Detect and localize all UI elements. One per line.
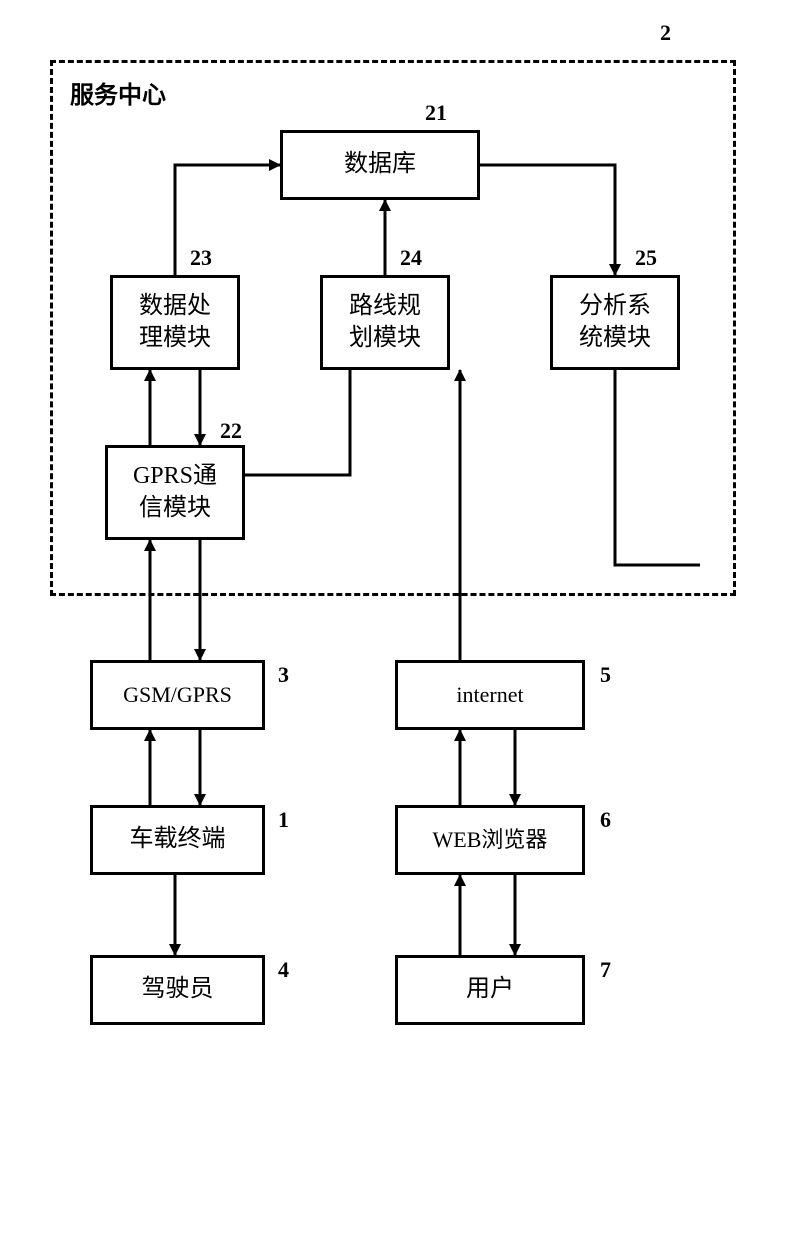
node-n3: GSM/GPRS [90,660,265,730]
ref-number-6: 6 [600,807,611,833]
diagram-container: 服务中心 数据库数据处理模块 路线规划模块 分析系统模块 GPRS通信模块 GSM/GP… [50,40,750,1180]
node-n5-text: internet [448,677,531,714]
node-n22-text: GPRS通信模块 [125,457,225,527]
ref-number-2: 2 [660,20,671,46]
ref-number-4: 4 [278,957,289,983]
service-center-title: 服务中心 [70,75,166,110]
node-n25: 分析系统模块 [550,275,680,370]
ref-number-25: 25 [635,245,657,271]
node-n23: 数据处理模块 [110,275,240,370]
ref-number-1: 1 [278,807,289,833]
node-n23-text: 数据处理模块 [131,287,219,357]
node-n21: 数据库 [280,130,480,200]
node-n7: 用户 [395,955,585,1025]
node-n4: 驾驶员 [90,955,265,1025]
node-n21-text: 数据库 [336,145,424,184]
node-n5: internet [395,660,585,730]
ref-number-23: 23 [190,245,212,271]
node-n25-text: 分析系统模块 [571,287,659,357]
ref-number-21: 21 [425,100,447,126]
node-n6-text: WEB浏览器 [425,822,556,859]
node-n24: 路线规划模块 [320,275,450,370]
node-n3-text: GSM/GPRS [115,677,240,714]
ref-number-5: 5 [600,662,611,688]
node-n4-text: 驾驶员 [134,970,222,1009]
node-n1-text: 车载终端 [122,820,234,859]
node-n22: GPRS通信模块 [105,445,245,540]
node-n1: 车载终端 [90,805,265,875]
node-n6: WEB浏览器 [395,805,585,875]
ref-number-3: 3 [278,662,289,688]
ref-number-7: 7 [600,957,611,983]
ref-number-24: 24 [400,245,422,271]
node-n7-text: 用户 [458,970,522,1009]
node-n24-text: 路线规划模块 [341,287,429,357]
ref-number-22: 22 [220,418,242,444]
